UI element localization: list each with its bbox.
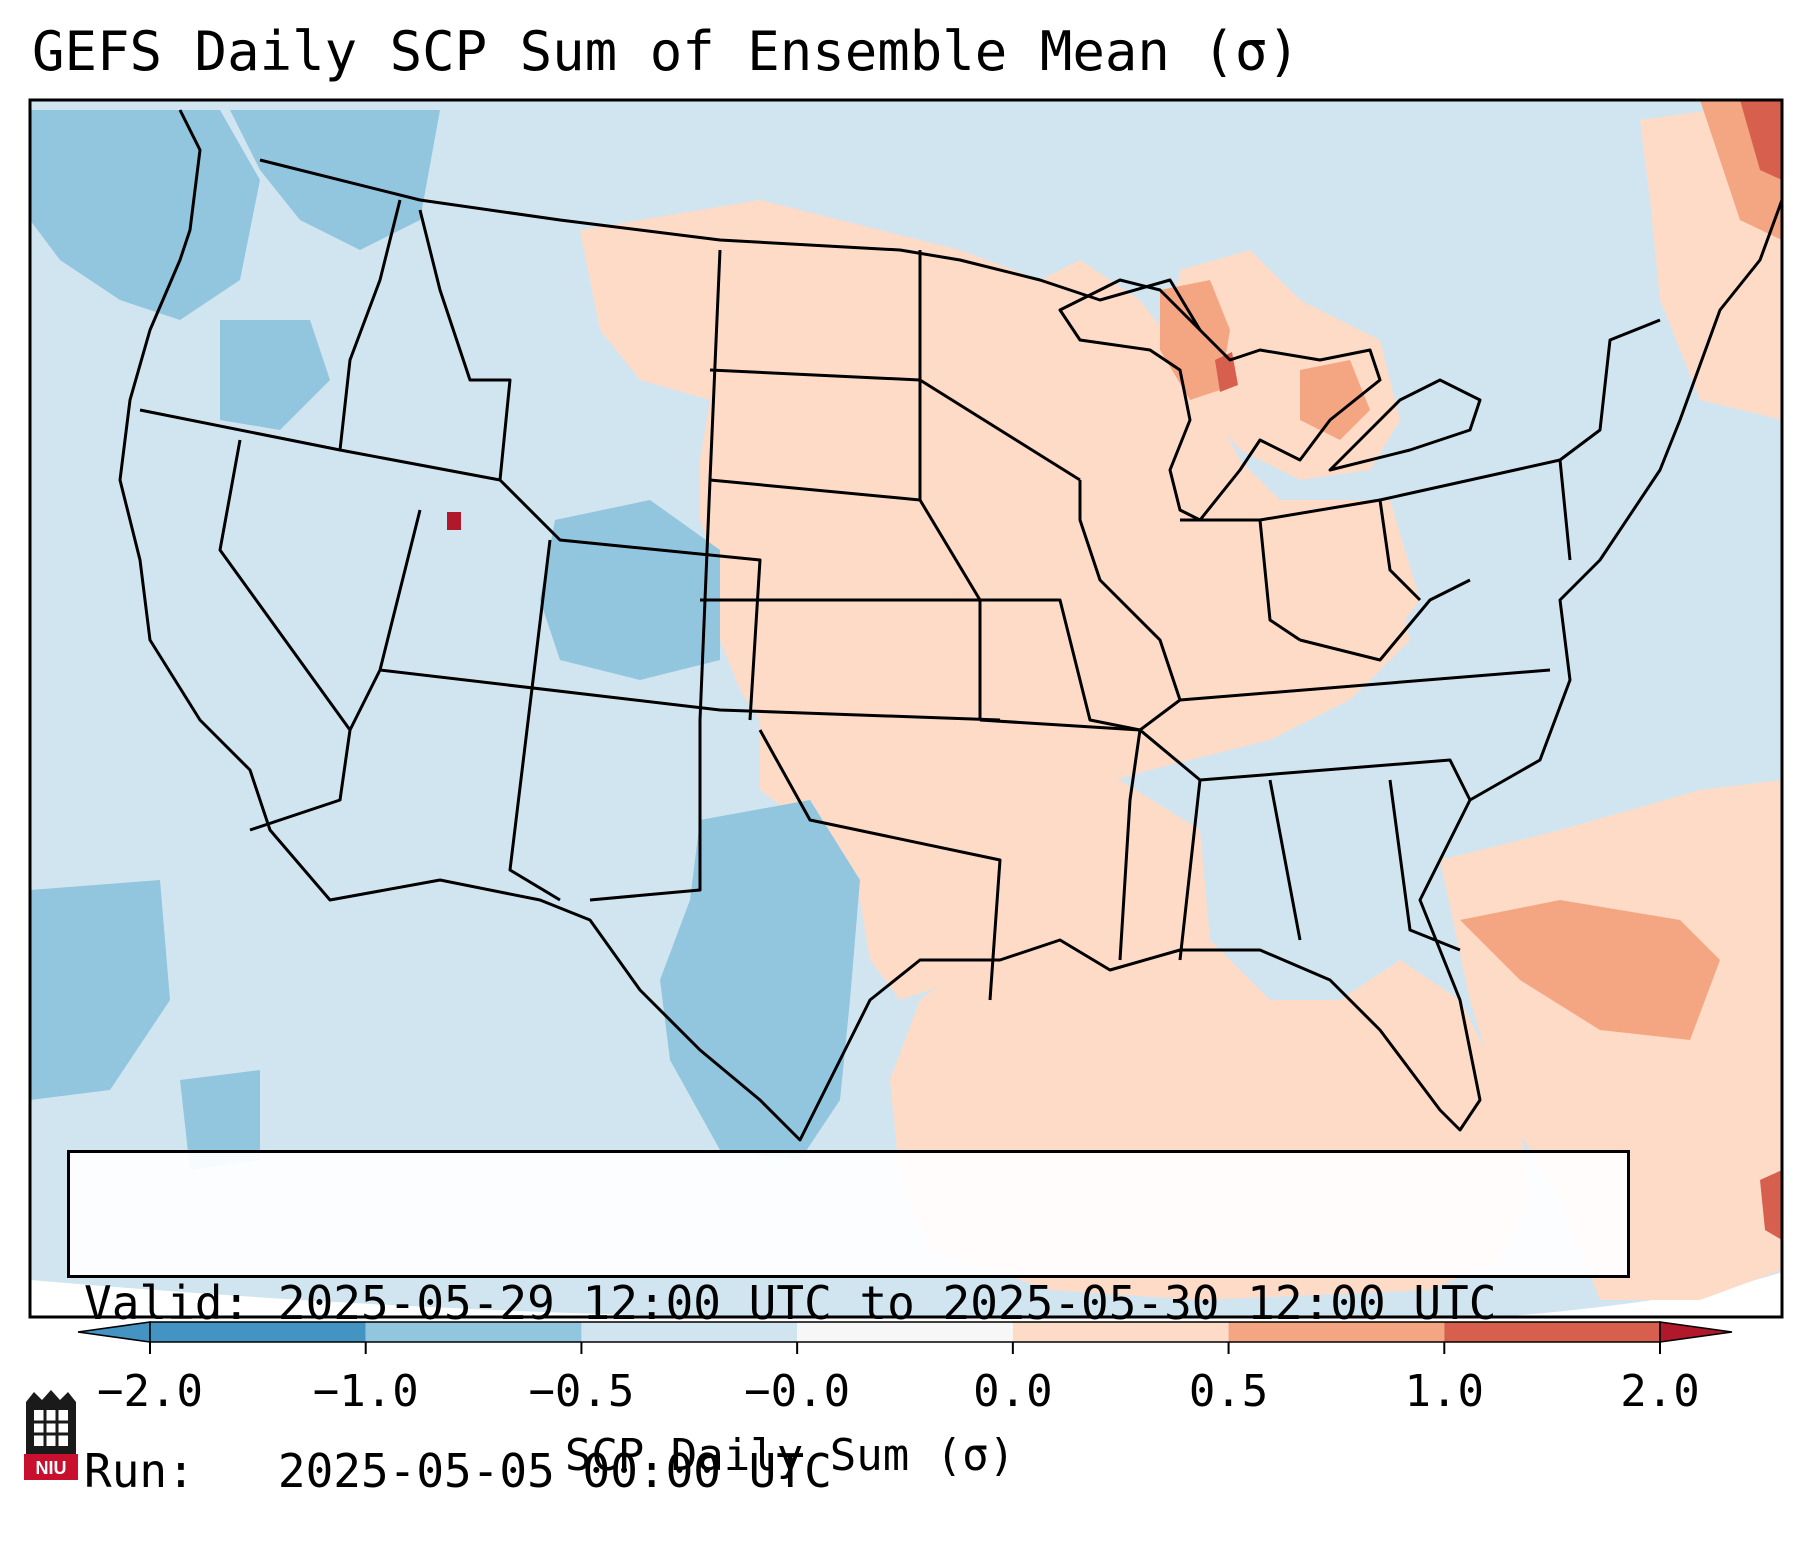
state-border: [1268, 779, 1302, 941]
colorbar-segment: [1228, 1322, 1445, 1342]
state-border: [709, 368, 1081, 482]
colorbar-segment: [797, 1322, 1013, 1342]
valid-label: Valid:: [84, 1276, 251, 1330]
colorbar-extend-max: [1659, 1321, 1733, 1343]
negative-anomaly-region: [180, 1070, 260, 1170]
great-lakes: [1058, 278, 1382, 522]
colorbar-segment: [1444, 1322, 1660, 1342]
colorbar-tick-label: −0.5: [528, 1366, 635, 1417]
negative-anomaly-region: [30, 110, 260, 320]
colorbar-tick-label: 2.0: [1620, 1366, 1700, 1417]
state-border: [709, 478, 982, 720]
run-label: Run:: [84, 1444, 195, 1498]
state-border: [980, 598, 1141, 732]
positive-anomaly-region: [1140, 500, 1420, 720]
logo-band: [24, 1454, 78, 1480]
state-border: [1078, 480, 1182, 732]
valid-row: Valid: 2025-05-29 12:00 UTC to 2025-05-3…: [84, 1275, 1613, 1331]
colorbar-tick-label: 1.0: [1404, 1366, 1485, 1417]
state-border: [1199, 758, 1472, 801]
colorbar: [77, 1321, 1733, 1354]
state-border: [1299, 578, 1471, 662]
state-border: [1259, 498, 1422, 602]
colorbar-label: SCP Daily Sum (σ): [564, 1430, 1016, 1481]
negative-anomaly-field: [30, 110, 860, 1170]
map-canvas: [28, 98, 1784, 1354]
political-borders: [118, 109, 1784, 1142]
off-projection-area: [30, 1280, 900, 1319]
colorbar-tick-label: 0.0: [973, 1366, 1053, 1417]
state-border: [758, 729, 1002, 1001]
state-border: [508, 539, 561, 902]
state-border: [418, 209, 762, 721]
state-border: [589, 249, 722, 902]
strong-anomaly-region: [1740, 100, 1782, 180]
us-canada-border: [259, 158, 1202, 331]
moderate-anomaly-region: [1300, 360, 1370, 440]
negative-anomaly-region: [540, 500, 720, 680]
strong-anomaly-region: [447, 512, 461, 530]
run-value: 2025-05-05 00:00 UTC: [277, 1444, 832, 1498]
state-border: [1388, 779, 1461, 952]
colorbar-outline: [149, 1321, 1661, 1343]
colorbar-tick-label: −1.0: [312, 1366, 419, 1417]
state-border: [338, 199, 501, 482]
niu-logo: NIU: [24, 1390, 78, 1480]
negative-anomaly-region: [220, 320, 330, 430]
state-border: [979, 718, 1142, 961]
state-border: [1180, 518, 1301, 642]
run-row: Run: 2025-05-05 00:00 UTC: [84, 1443, 1613, 1499]
state-border: [379, 668, 1001, 722]
colorbar-segment: [365, 1322, 582, 1342]
colorbar-segment: [1012, 1322, 1229, 1342]
us-coastline: [118, 109, 1784, 1142]
colorbar-tick-label: −2.0: [97, 1366, 203, 1417]
colorbar-segment: [150, 1322, 366, 1342]
colorbar-segment: [581, 1322, 798, 1342]
logo-window: [34, 1410, 68, 1446]
positive-anomaly-field: [447, 100, 1782, 1300]
negative-anomaly-region: [30, 880, 170, 1100]
moderate-anomaly-region: [1460, 900, 1720, 1040]
lake-erie-ontario: [1328, 378, 1482, 472]
state-border: [1559, 318, 1661, 462]
negative-anomaly-region: [660, 800, 860, 1160]
strong-anomaly-region: [1215, 352, 1238, 392]
strong-anomaly-region: [1760, 1170, 1782, 1240]
info-box: Valid: 2025-05-29 12:00 UTC to 2025-05-3…: [67, 1150, 1630, 1498]
colorbar-tick-label: 0.5: [1188, 1366, 1269, 1417]
logo-window-grid: [34, 1410, 68, 1446]
map-title: GEFS Daily SCP Sum of Ensemble Mean (σ): [32, 20, 1300, 83]
logo-text: NIU: [36, 1458, 67, 1478]
off-projection-area: [1500, 1272, 1782, 1317]
valid-value: 2025-05-29 12:00 UTC to 2025-05-30 12:00…: [277, 1276, 1497, 1330]
state-border: [1179, 668, 1551, 702]
map-frame-border: [28, 98, 1784, 1319]
state-border: [139, 408, 341, 452]
colorbar-tick-label: −0.0: [744, 1366, 851, 1417]
